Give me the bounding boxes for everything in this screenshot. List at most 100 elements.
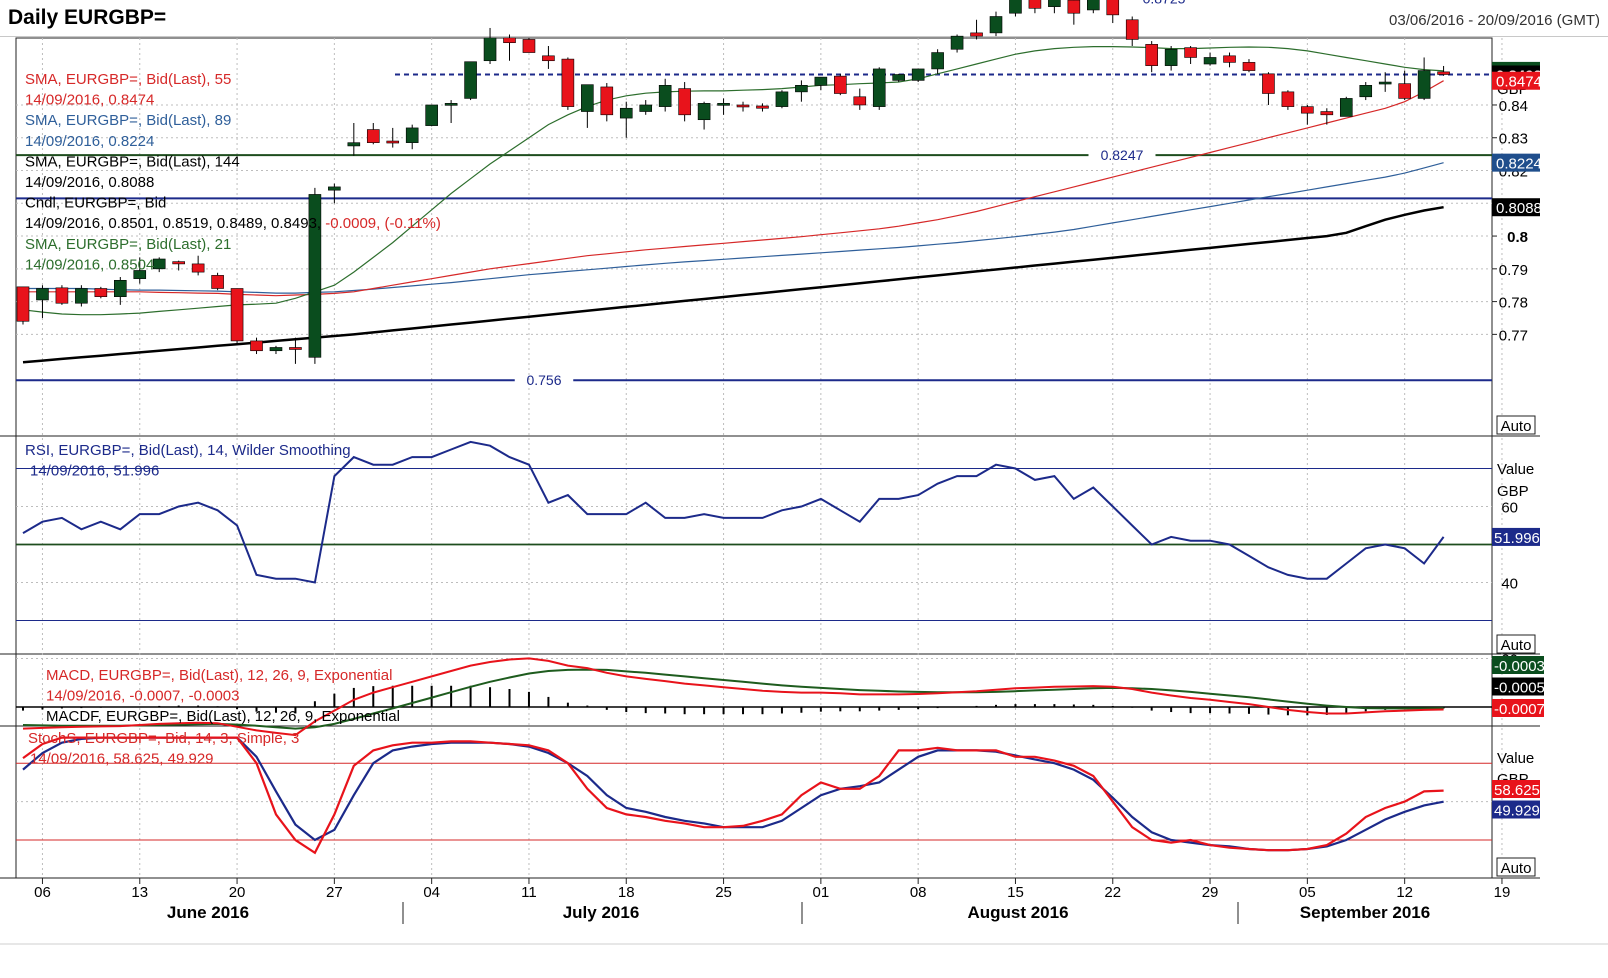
candle-body [795,85,808,93]
candle-body [911,68,925,81]
price-tag-label: 0.8224 [1496,156,1542,173]
x-tick-label: 04 [423,884,440,901]
price-tick-label: 0.83 [1499,131,1528,148]
macd-legend-row: MACD, EURGBP=, Bid(Last), 12, 26, 9, Exp… [46,667,392,684]
candle-body [1067,0,1081,14]
x-tick-label: 15 [1007,884,1024,901]
macd-tag [1492,656,1544,674]
candle-body [931,52,944,70]
candle-body [94,288,108,297]
x-tick-label: 25 [715,884,732,901]
level-label: 0.8247 [1101,147,1144,163]
candle-body [581,84,594,112]
x-tick-label: 29 [1202,884,1219,901]
candle-body [522,39,536,53]
x-tick-label: 05 [1299,884,1316,901]
macd-signal-line [22,668,1444,730]
auto-label: Auto [1501,418,1532,435]
candle-body [75,288,88,304]
rsi-auto-label: Auto [1501,637,1532,654]
candle-body [308,194,322,358]
candle-body [405,127,419,143]
candle-body [16,286,30,322]
candle-body [250,340,263,352]
price-tick-label: 0.77 [1499,327,1528,344]
stoch-legend-row: 14/09/2016, 58.625, 49.929 [30,751,214,768]
price-legend-row: SMA, EURGBP=, Bid(Last), 144 [25,153,240,170]
stoch-k-line [22,736,1444,855]
date-range: 03/06/2016 - 20/09/2016 (GMT) [1389,12,1600,29]
rsi-auto-box [1496,634,1536,654]
candle-body [639,104,653,112]
stoch-tag-label: 49.929 [1494,803,1540,820]
macd-line [22,657,1444,737]
candle-body [950,35,964,50]
macd-tag-label: -0.0007 [1494,701,1545,718]
candle-body [191,263,205,273]
macd-tag-label: -0.0003 [1494,658,1545,675]
candle-body [1437,71,1450,75]
candle-body [152,258,166,270]
price-tick-label: 0.78 [1499,295,1528,312]
grid-layer [0,37,1540,879]
candle-body [717,103,730,106]
x-tick-label: 12 [1396,884,1413,901]
candle-body [1184,47,1197,58]
sma21-line [22,45,1444,316]
macd-tag-label: -0.0005 [1494,680,1545,697]
candle-body [444,103,458,106]
header-divider [0,36,1608,37]
candle-body [464,61,477,99]
stoch-d-line [22,736,1444,852]
stoch-lines [22,736,1444,855]
candle-body [853,96,867,106]
candle-body [211,275,224,289]
price-legend-row: SMA, EURGBP=, Bid(Last), 55 [25,71,231,88]
candle-body [366,129,380,143]
candle-body [36,288,49,301]
value-tags: 0.85040.84930.84740.82240.808851.996-0.0… [1492,61,1545,820]
candle-body [658,85,672,107]
candle-body [1320,111,1334,116]
x-tick-label: 19 [1494,884,1511,901]
x-tick-label: 01 [813,884,830,901]
candle-body [834,75,847,94]
x-tick-label: 27 [326,884,343,901]
candles [16,0,1450,364]
rsi-tick-label: 40 [1501,576,1518,593]
candle-body [1048,0,1061,7]
candle-body [678,88,691,116]
price-tick-label: 0.79 [1499,262,1528,279]
candle-body [542,55,555,62]
candle-body [483,37,497,62]
x-tick-label: 06 [34,884,51,901]
month-label: September 2016 [1300,903,1430,922]
price-tick-label: 0.8 [1507,229,1528,246]
price-legend-row: 14/09/2016, 0.8474 [25,92,154,109]
candle-body [1417,70,1431,99]
month-label: June 2016 [167,903,249,922]
price-legend-row: SMA, EURGBP=, Bid(Last), 89 [25,112,231,129]
price-tag-label: 0.8474 [1496,74,1542,91]
candle-body [775,91,789,107]
candle-body [328,186,341,191]
price-legend-row: 14/09/2016, 0.8504 [25,256,154,273]
candle-body [1164,48,1178,66]
macd-tag [1492,699,1544,717]
rsi-legend-row: RSI, EURGBP=, Bid(Last), 14, Wilder Smoo… [25,442,351,459]
candle-body [347,142,361,147]
candle-body [386,140,400,144]
sma89-line [23,162,1444,294]
candle-body [1223,55,1236,63]
price-tick-label: 0.84 [1499,98,1528,115]
candle-body [970,32,983,37]
candle-body [1145,44,1158,66]
rsi-tag-label: 51.996 [1494,530,1540,547]
macd-tag [1492,677,1544,696]
candle-body [425,104,438,126]
candle-body [133,270,147,279]
rsi-tag [1492,527,1540,546]
candle-body [230,288,244,342]
